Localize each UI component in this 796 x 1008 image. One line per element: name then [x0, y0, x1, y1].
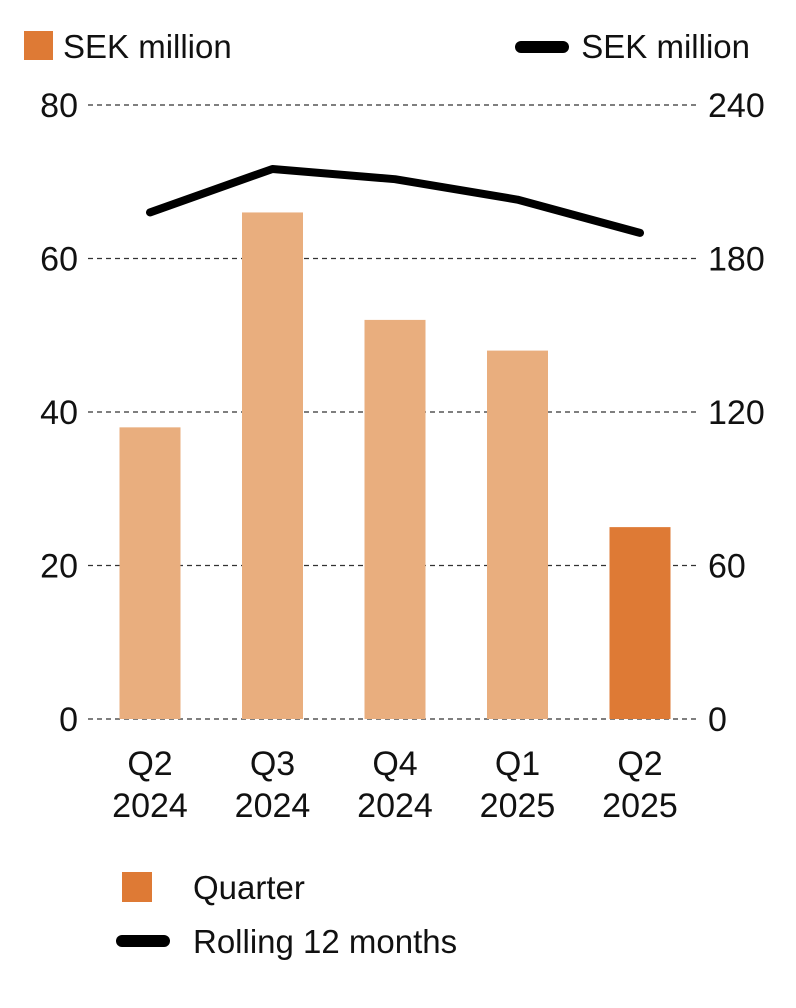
right-tick-label: 180	[708, 241, 765, 279]
right-tick-label: 120	[708, 394, 765, 432]
bars	[119, 212, 671, 719]
top-legend-right-label: SEK million	[581, 28, 750, 65]
left-tick-label: 60	[40, 241, 78, 279]
left-tick-label: 40	[40, 394, 78, 432]
x-tick-label: Q4 2024	[357, 745, 433, 825]
left-tick-label: 80	[40, 87, 78, 125]
x-tick-label: Q3 2024	[235, 745, 311, 825]
left-axis: 0 20 40 60 80	[40, 87, 78, 739]
right-tick-label: 0	[708, 701, 727, 739]
left-tick-label: 0	[59, 701, 78, 739]
left-tick-label: 20	[40, 548, 78, 586]
rolling-12-months-line	[146, 164, 644, 237]
rolling-line	[146, 164, 644, 237]
bar-4	[609, 527, 671, 719]
x-tick-label: Q1 2025	[480, 745, 556, 825]
bar-1	[242, 212, 303, 719]
x-tick-label: Q2 2024	[112, 745, 188, 825]
legend-quarter-swatch	[122, 872, 152, 902]
right-tick-label: 60	[708, 548, 746, 586]
bar-0	[119, 427, 181, 719]
top-legend-bar-swatch	[24, 31, 53, 60]
legend-quarter-label: Quarter	[193, 869, 305, 906]
x-axis: Q2 2024 Q3 2024 Q4 2024 Q1 2025 Q2 2025	[112, 745, 678, 825]
bar-2	[364, 319, 426, 719]
bar-3	[487, 350, 548, 719]
x-tick-label: Q2 2025	[602, 745, 678, 825]
right-tick-label: 240	[708, 87, 765, 125]
top-legend-left-label: SEK million	[63, 28, 232, 65]
right-axis: 0 60 120 180 240	[708, 87, 765, 739]
legend-rolling-label: Rolling 12 months	[193, 923, 457, 960]
